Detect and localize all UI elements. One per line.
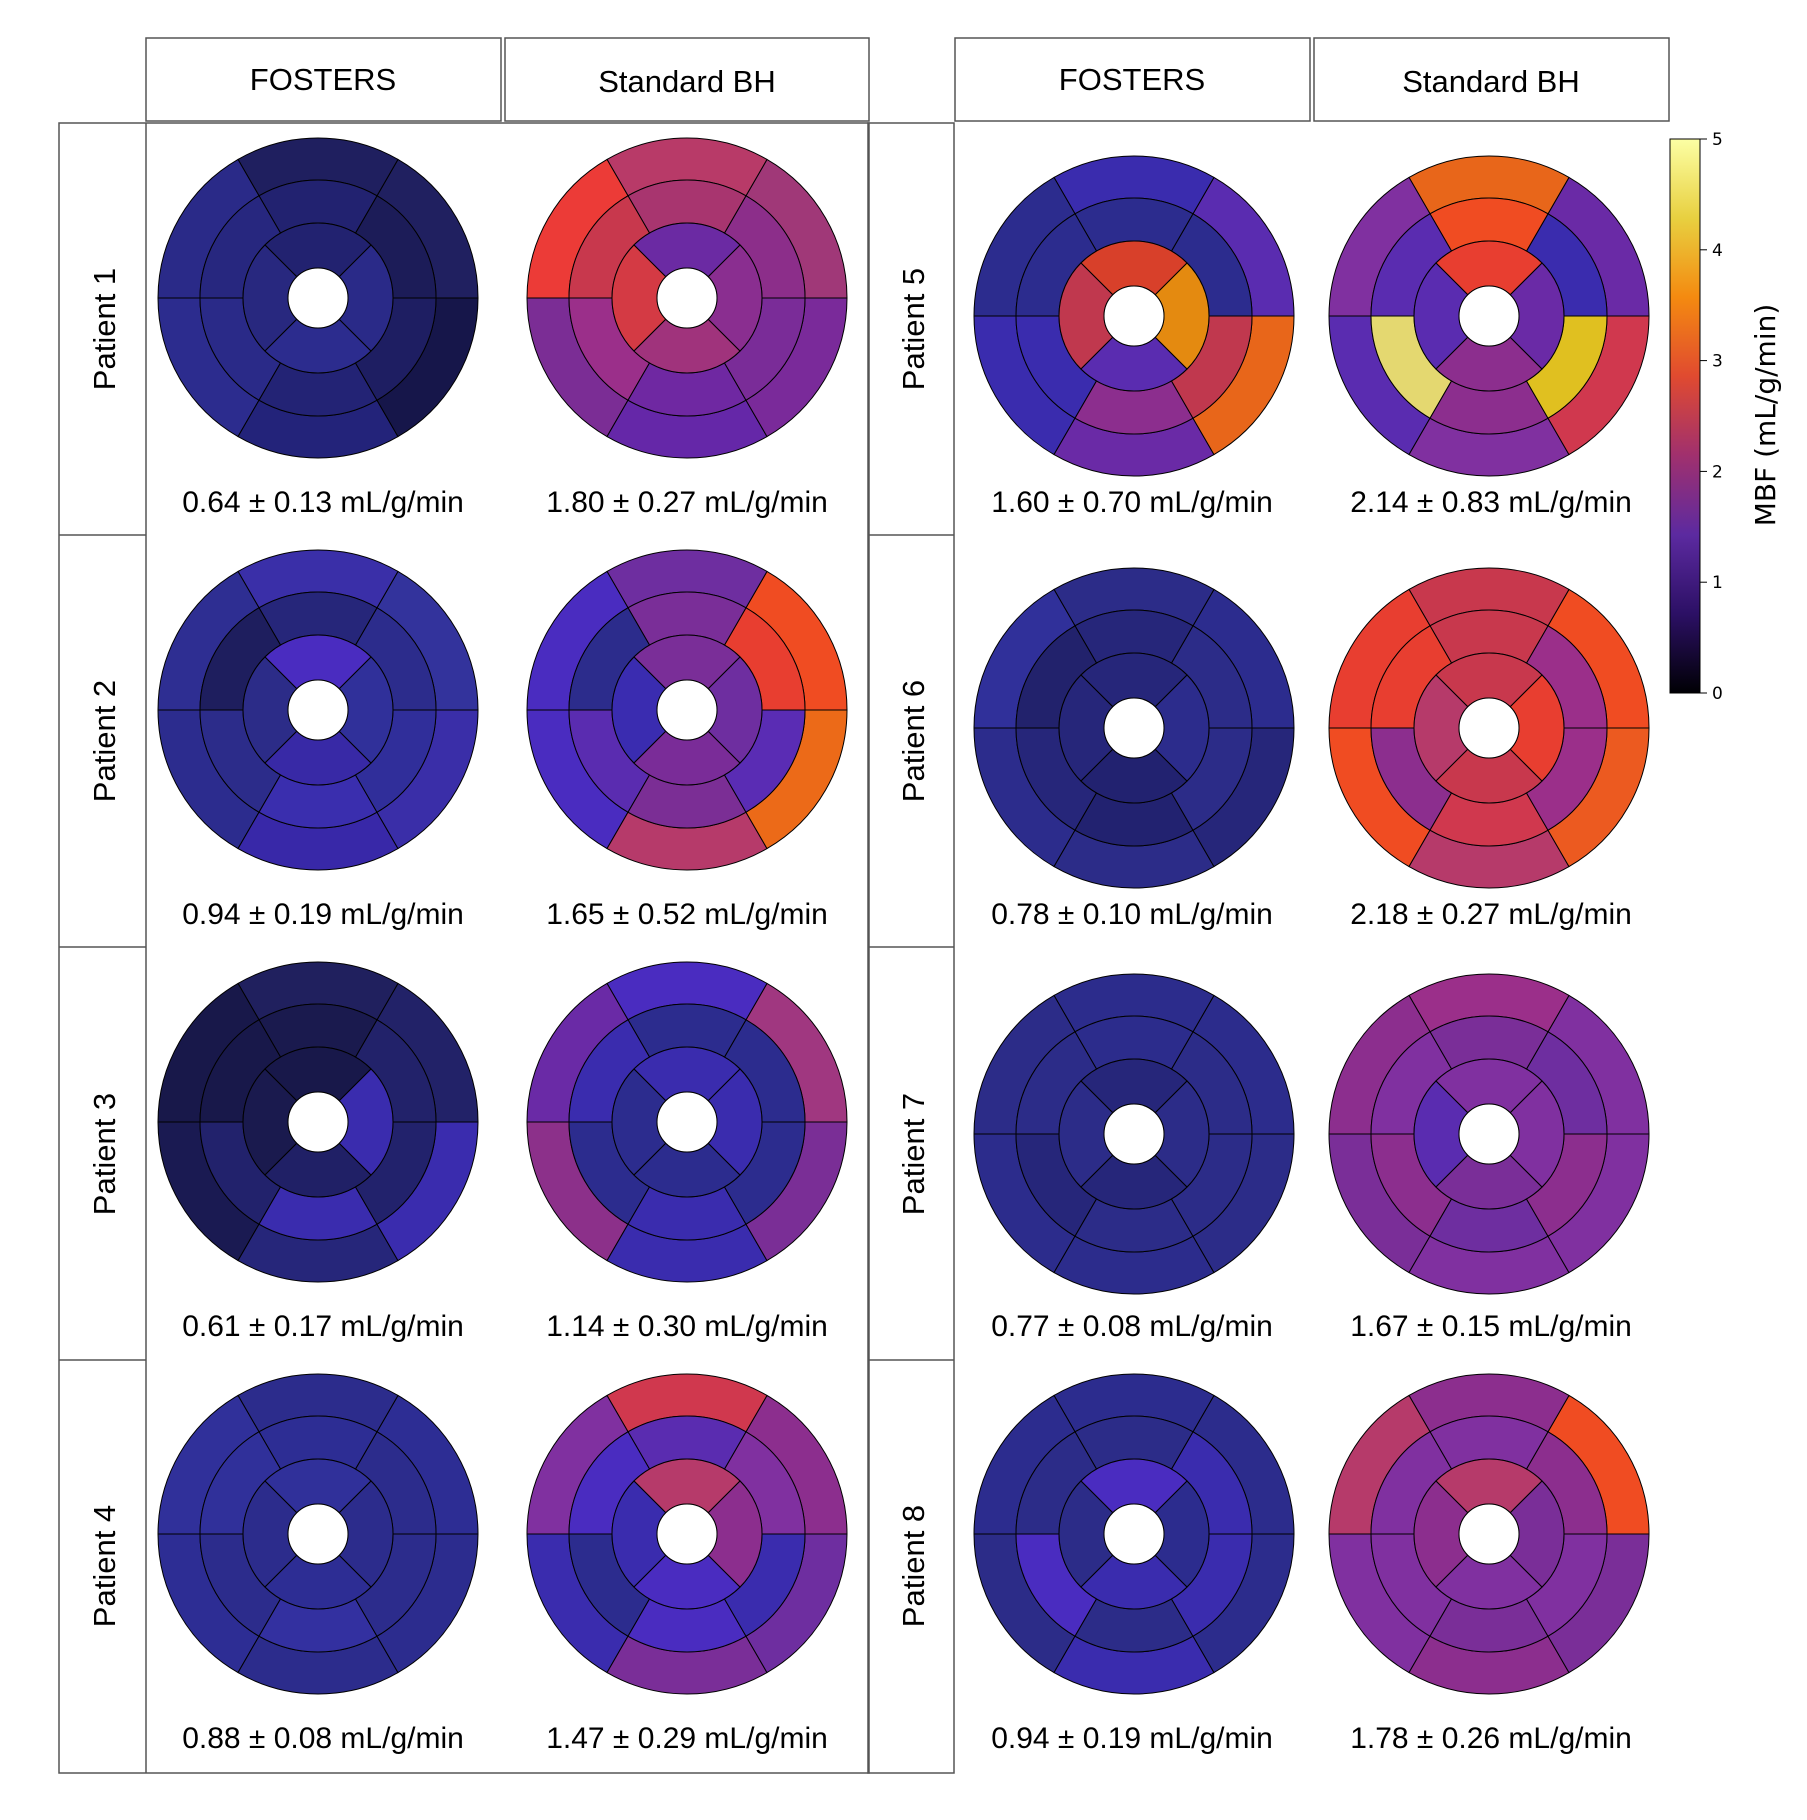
colorbar: 0 1 2 3 4 5 MBF (mL/g/min) bbox=[1669, 130, 1782, 704]
mbf-value-standard-bh: 1.14 ± 0.30 mL/g/min bbox=[546, 1310, 828, 1343]
bullseye-plot bbox=[1328, 155, 1650, 477]
header-right-standard-bh: Standard BH bbox=[1402, 64, 1580, 99]
mbf-value-standard-bh: 1.67 ± 0.15 mL/g/min bbox=[1350, 1310, 1632, 1343]
bullseye-center bbox=[287, 1091, 349, 1153]
bullseye-center bbox=[1458, 1103, 1520, 1165]
header-box-right-fosters bbox=[954, 37, 1311, 122]
right-label-column bbox=[867, 122, 955, 1774]
header-box-left-standard-bh bbox=[504, 37, 870, 122]
bullseye-center bbox=[656, 1503, 718, 1565]
colorbar-tick-label: 2 bbox=[1712, 462, 1723, 482]
bullseye-center bbox=[1458, 285, 1520, 347]
bullseye-plot bbox=[973, 567, 1295, 889]
bullseye-plot bbox=[157, 137, 479, 459]
bullseye-center bbox=[1458, 1503, 1520, 1565]
bullseye-center bbox=[656, 679, 718, 741]
mbf-value-fosters: 1.60 ± 0.70 mL/g/min bbox=[991, 486, 1273, 519]
mbf-value-fosters: 0.61 ± 0.17 mL/g/min bbox=[182, 1310, 464, 1343]
colorbar-ticks: 0 1 2 3 4 5 bbox=[1700, 130, 1723, 704]
mbf-value-standard-bh: 1.65 ± 0.52 mL/g/min bbox=[546, 898, 828, 931]
mbf-value-fosters: 0.64 ± 0.13 mL/g/min bbox=[182, 486, 464, 519]
patient-labels: Patient 1 Patient 2 Patient 3 Patient 4 … bbox=[87, 268, 931, 1627]
bullseye-center bbox=[656, 1091, 718, 1153]
left-panel-frame bbox=[58, 122, 870, 1774]
column-headers: FOSTERS Standard BH FOSTERS Standard BH bbox=[145, 37, 1670, 122]
header-left-fosters: FOSTERS bbox=[250, 62, 396, 97]
colorbar-label: MBF (mL/g/min) bbox=[1749, 304, 1782, 527]
mbf-value-fosters: 0.88 ± 0.08 mL/g/min bbox=[182, 1722, 464, 1755]
bullseye-plot bbox=[1328, 1373, 1650, 1695]
mbf-value-fosters: 0.94 ± 0.19 mL/g/min bbox=[991, 1722, 1273, 1755]
bullseye-center bbox=[1103, 285, 1165, 347]
panel-frames bbox=[58, 122, 955, 1774]
mbf-value-standard-bh: 2.14 ± 0.83 mL/g/min bbox=[1350, 486, 1632, 519]
bullseye-plots bbox=[157, 137, 1650, 1695]
bullseye-center bbox=[287, 267, 349, 329]
bullseye-plot bbox=[526, 549, 848, 871]
bullseye-plot bbox=[157, 961, 479, 1283]
colorbar-tick-label: 1 bbox=[1712, 573, 1723, 593]
colorbar-tick-label: 4 bbox=[1712, 241, 1723, 261]
patient-label: Patient 2 bbox=[87, 680, 122, 802]
mbf-value-standard-bh: 1.80 ± 0.27 mL/g/min bbox=[546, 486, 828, 519]
bullseye-plot bbox=[1328, 567, 1650, 889]
colorbar-tick-label: 5 bbox=[1712, 130, 1723, 150]
header-left-standard-bh: Standard BH bbox=[598, 64, 776, 99]
colorbar-scale bbox=[1669, 138, 1701, 694]
patient-label: Patient 1 bbox=[87, 268, 122, 390]
colorbar-tick-label: 0 bbox=[1712, 684, 1723, 704]
patient-label: Patient 7 bbox=[896, 1093, 931, 1215]
mbf-value-fosters: 0.94 ± 0.19 mL/g/min bbox=[182, 898, 464, 931]
header-right-fosters: FOSTERS bbox=[1059, 62, 1205, 97]
bullseye-plot bbox=[973, 155, 1295, 477]
mbf-value-fosters: 0.78 ± 0.10 mL/g/min bbox=[991, 898, 1273, 931]
bullseye-plot bbox=[526, 1373, 848, 1695]
patient-label: Patient 4 bbox=[87, 1505, 122, 1627]
header-box-left-fosters bbox=[145, 37, 502, 122]
patient-label: Patient 3 bbox=[87, 1093, 122, 1215]
bullseye-plot bbox=[1328, 973, 1650, 1295]
bullseye-center bbox=[287, 1503, 349, 1565]
mbf-value-standard-bh: 1.78 ± 0.26 mL/g/min bbox=[1350, 1722, 1632, 1755]
bullseye-plot bbox=[526, 961, 848, 1283]
mbf-value-standard-bh: 2.18 ± 0.27 mL/g/min bbox=[1350, 898, 1632, 931]
mbf-value-standard-bh: 1.47 ± 0.29 mL/g/min bbox=[546, 1722, 828, 1755]
header-box-right-standard-bh bbox=[1313, 37, 1670, 122]
mbf-value-fosters: 0.77 ± 0.08 mL/g/min bbox=[991, 1310, 1273, 1343]
patient-label: Patient 8 bbox=[896, 1505, 931, 1627]
bullseye-center bbox=[287, 679, 349, 741]
bullseye-plot bbox=[973, 973, 1295, 1295]
bullseye-center bbox=[1103, 1503, 1165, 1565]
mbf-captions: 0.64 ± 0.13 mL/g/min 1.80 ± 0.27 mL/g/mi… bbox=[182, 486, 1632, 1755]
bullseye-center bbox=[1103, 697, 1165, 759]
bullseye-center bbox=[656, 267, 718, 329]
bullseye-center bbox=[1103, 1103, 1165, 1165]
bullseye-plot bbox=[157, 1373, 479, 1695]
bullseye-plot bbox=[973, 1373, 1295, 1695]
patient-label: Patient 5 bbox=[896, 268, 931, 390]
colorbar-tick-label: 3 bbox=[1712, 352, 1723, 372]
bullseye-plot bbox=[526, 137, 848, 459]
bullseye-plot bbox=[157, 549, 479, 871]
patient-label: Patient 6 bbox=[896, 680, 931, 802]
bullseye-center bbox=[1458, 697, 1520, 759]
